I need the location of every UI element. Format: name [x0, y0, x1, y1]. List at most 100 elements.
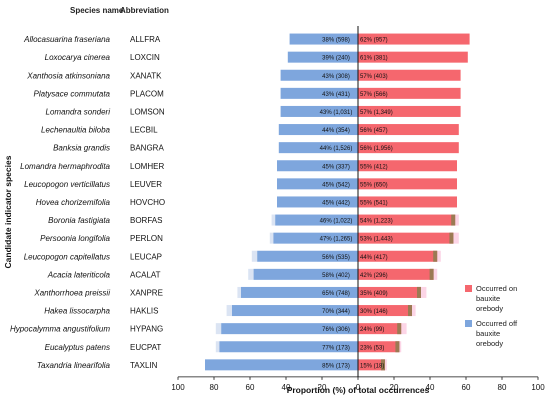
on-value-label: 44% (417) — [360, 255, 388, 261]
on-highlight-bar — [385, 359, 387, 371]
abbreviation-label: PLACOM — [130, 89, 164, 98]
off-value-label: 77% (173) — [322, 345, 350, 351]
off-value-label: 44% (1,526) — [320, 146, 353, 152]
species-label: Taxandria linearifolia — [37, 361, 111, 370]
abbreviation-label: LECBIL — [130, 126, 158, 135]
legend-label: orebody — [476, 304, 503, 313]
off-bar — [253, 268, 358, 280]
x-tick-label: 0 — [356, 383, 361, 392]
species-label: Hovea chorizemifolia — [36, 198, 111, 207]
species-label: Platysace commutata — [34, 89, 111, 98]
on-value-label: 55% (541) — [360, 200, 388, 206]
legend-label: Occurred off — [476, 319, 518, 328]
on-marker — [451, 214, 456, 226]
on-highlight-bar — [453, 232, 459, 244]
on-highlight-bar — [437, 250, 441, 262]
off-value-label: 58% (402) — [322, 273, 350, 279]
on-marker — [429, 268, 434, 280]
on-value-label: 30% (146) — [360, 309, 388, 315]
off-value-label: 43% (1,031) — [320, 110, 353, 116]
off-value-label: 70% (344) — [322, 309, 350, 315]
row-xanatk: Xanthosia atkinsoniana XANATK 43% (308) 57%… — [26, 69, 461, 81]
on-value-label: 57% (403) — [360, 74, 388, 80]
on-value-label: 57% (1,349) — [360, 110, 393, 116]
on-bar — [358, 232, 454, 244]
on-bar — [358, 178, 457, 190]
on-bar — [358, 359, 385, 371]
row-perlon: Persoonia longifolia PERLON 47% (1,265) 53%… — [40, 232, 459, 244]
species-name-header: Species name — [70, 6, 124, 15]
row-hovcho: Hovea chorizemifolia HOVCHO 45% (442) 55% (… — [36, 196, 457, 208]
on-bar — [358, 305, 412, 317]
row-leucap: Leucopogon capitellatus LEUCAP 56% (535) 44… — [24, 250, 441, 262]
species-label: Hypocalymma angustifolium — [10, 325, 110, 334]
on-highlight-bar — [421, 286, 427, 298]
species-label: Lechenaultia biloba — [41, 126, 110, 135]
abbreviation-label: HOVCHO — [130, 198, 165, 207]
row-bangra: Banksia grandis BANGRA 44% (1,526) 56% (1,9… — [53, 142, 459, 154]
off-value-label: 43% (431) — [322, 92, 350, 98]
abbreviation-label: TAXLIN — [130, 361, 158, 370]
on-value-label: 62% (957) — [360, 38, 388, 44]
x-tick-label: 40 — [282, 383, 291, 392]
on-bar — [358, 51, 468, 63]
species-label: Loxocarya cinerea — [45, 53, 111, 62]
species-label: Allocasuarina fraseriana — [23, 35, 110, 44]
row-haklis: Hakea lissocarpha HAKLIS 70% (344) 30% (146… — [44, 305, 416, 317]
on-marker — [433, 250, 438, 262]
off-value-label: 45% (337) — [322, 164, 350, 170]
abbreviation-label: ACALAT — [130, 270, 161, 279]
on-bar — [358, 87, 461, 99]
on-value-label: 55% (412) — [360, 164, 388, 170]
off-value-label: 47% (1,265) — [320, 237, 353, 243]
off-highlight-bar — [248, 268, 254, 280]
x-tick-label: 40 — [426, 383, 435, 392]
off-bar — [205, 359, 358, 371]
legend-label: Occurred on — [476, 284, 517, 293]
on-bar — [358, 105, 461, 117]
on-value-label: 57% (566) — [360, 92, 388, 98]
off-bar — [287, 51, 358, 63]
off-value-label: 44% (354) — [322, 128, 350, 134]
species-label: Banksia grandis — [53, 144, 110, 153]
off-bar — [232, 305, 358, 317]
on-value-label: 42% (296) — [360, 273, 388, 279]
off-value-label: 45% (542) — [322, 182, 350, 188]
legend-label: bauxite — [476, 329, 500, 338]
abbreviation-label: BORFAS — [130, 216, 162, 225]
row-hypang: Hypocalymma angustifolium HYPANG 76% (306)… — [10, 323, 407, 335]
row-eucpat: Eucalyptus patens EUCPAT 77% (173) 23% (53) — [45, 341, 402, 353]
off-bar — [277, 196, 358, 208]
x-tick-label: 60 — [246, 383, 255, 392]
row-xanpre: Xanthorrhoea preissii XANPRE 65% (748) 35% … — [33, 286, 427, 298]
on-marker — [408, 305, 412, 317]
on-marker — [417, 286, 421, 298]
on-value-label: 24% (99) — [360, 327, 384, 333]
x-tick-label: 100 — [171, 383, 185, 392]
abbreviation-label: EUCPAT — [130, 343, 161, 352]
species-label: Boronia fastigiata — [48, 216, 110, 225]
on-bar — [358, 142, 459, 154]
abbreviation-label: LOMSON — [130, 107, 165, 116]
row-taxlin: Taxandria linearifolia TAXLIN 85% (173) 15%… — [37, 359, 387, 371]
species-label: Xanthorrhoea preissii — [33, 288, 110, 297]
row-placom: Platysace commutata PLACOM 43% (431) 57% (5… — [34, 87, 461, 99]
on-bar — [358, 214, 456, 226]
on-value-label: 55% (650) — [360, 182, 388, 188]
on-value-label: 53% (1,443) — [360, 237, 393, 243]
abbreviation-label: HAKLIS — [130, 307, 158, 316]
row-acalat: Acacia lateriticola ACALAT 58% (402) 42% (2… — [47, 268, 438, 280]
abbreviation-label: XANPRE — [130, 288, 163, 297]
on-bar — [358, 286, 421, 298]
legend-label: orebody — [476, 339, 503, 348]
off-value-label: 39% (240) — [322, 56, 350, 62]
species-label: Leucopogon verticillatus — [24, 180, 110, 189]
species-label: Lomandra sonderi — [46, 107, 111, 116]
species-label: Xanthosia atkinsoniana — [26, 71, 110, 80]
species-label: Leucopogon capitellatus — [24, 252, 110, 261]
on-highlight-bar — [399, 341, 402, 353]
